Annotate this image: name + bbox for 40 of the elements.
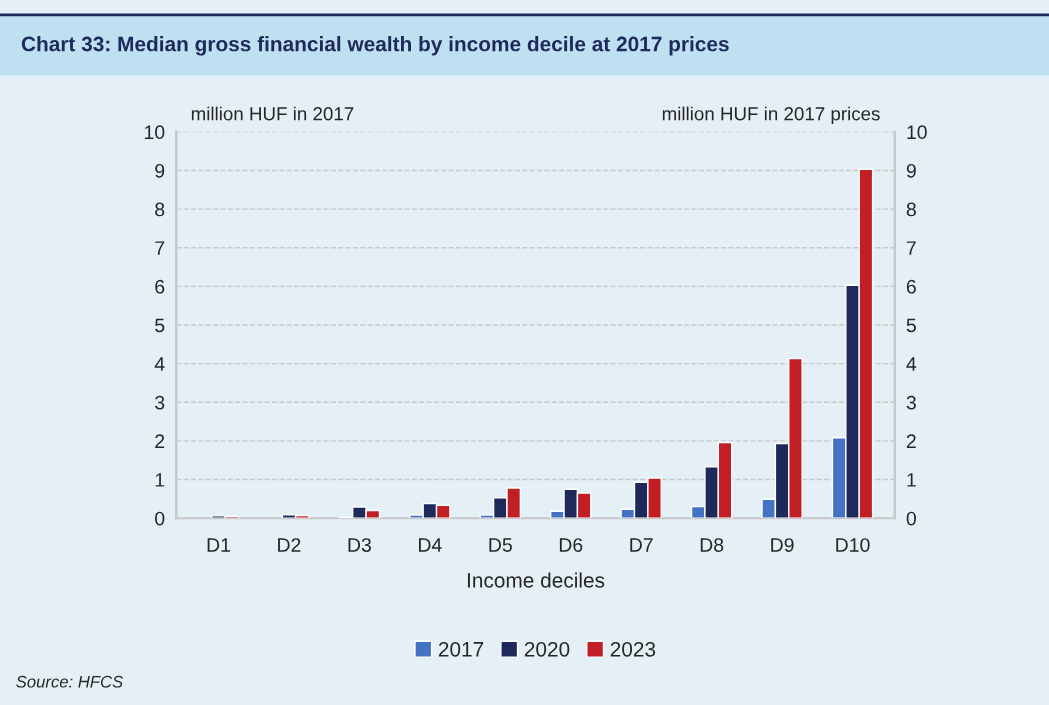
y2-tick-label: 6 xyxy=(906,279,916,294)
y2-tick-label: 1 xyxy=(907,473,916,487)
y2-axis-title: million HUF in 2017 prices xyxy=(662,106,880,125)
x-tick-label: D7 xyxy=(630,538,653,552)
y2-tick-label: 5 xyxy=(906,318,916,333)
y-tick-label: 6 xyxy=(155,279,165,294)
y2-tick-label: 0 xyxy=(906,511,916,526)
y-tick-label: 1 xyxy=(155,473,165,487)
y-tick-label: 3 xyxy=(155,395,165,410)
y-tick-label: 9 xyxy=(155,163,165,178)
chart-title: Chart 33: Median gross financial wealth by income decile at 2017 prices xyxy=(21,36,729,56)
legend-label: 2017 xyxy=(438,641,484,657)
x-tick-label: D5 xyxy=(489,538,512,552)
x-tick-label: D6 xyxy=(559,538,583,552)
y2-tick-label: 7 xyxy=(906,241,916,255)
x-tick-label: D4 xyxy=(419,538,442,552)
y-tick-label: 2 xyxy=(155,434,165,448)
y2-tick-label: 9 xyxy=(906,163,916,178)
y2-tick-label: 2 xyxy=(906,434,916,448)
y2-tick-label: 10 xyxy=(907,125,927,140)
x-axis-title: Income deciles xyxy=(467,572,605,588)
x-tick-label: D8 xyxy=(700,538,724,552)
legend-label: 2023 xyxy=(610,641,656,657)
x-tick-label: D9 xyxy=(771,538,794,552)
y2-tick-label: 8 xyxy=(906,202,916,217)
y2-tick-label: 4 xyxy=(906,357,917,371)
y-tick-label: 4 xyxy=(154,357,165,371)
y-tick-label: 5 xyxy=(155,318,165,333)
legend-label: 2020 xyxy=(524,641,570,657)
x-tick-label: D3 xyxy=(348,538,371,552)
y-tick-label: 10 xyxy=(144,125,165,140)
x-tick-label: D2 xyxy=(278,538,301,552)
y-tick-label: 7 xyxy=(155,241,165,255)
y-axis-title: million HUF in 2017 xyxy=(191,106,354,121)
x-tick-label: D10 xyxy=(836,538,870,552)
x-tick-label: D1 xyxy=(207,538,230,552)
y-tick-label: 0 xyxy=(155,511,165,526)
source-note: Source: HFCS xyxy=(16,675,123,688)
y-tick-label: 8 xyxy=(155,202,165,217)
y2-tick-label: 3 xyxy=(906,395,916,410)
